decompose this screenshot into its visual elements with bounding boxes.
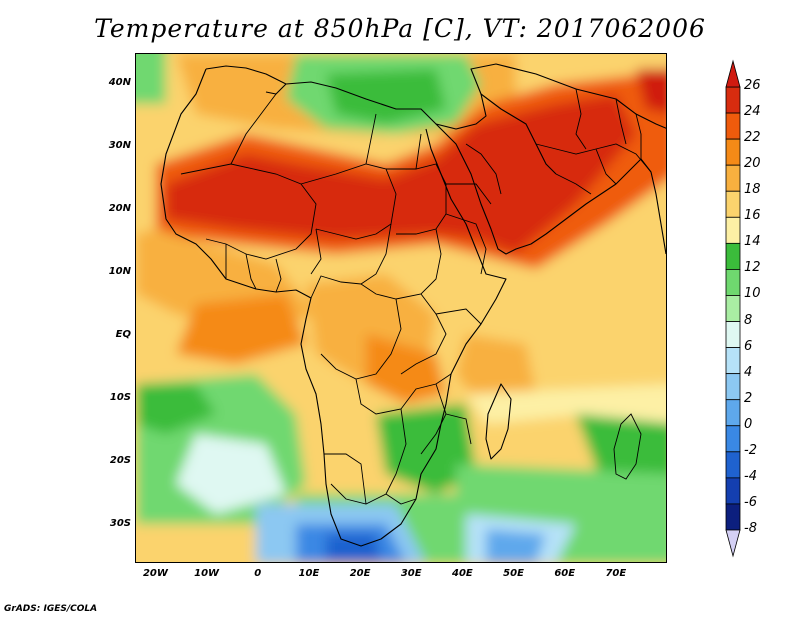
colorbar-label: 0 bbox=[744, 416, 753, 432]
lat-tick-label: 30N bbox=[108, 140, 131, 152]
colorbar-label: -2 bbox=[744, 442, 757, 458]
colorbar-label: 4 bbox=[744, 364, 753, 380]
lon-tick-label: 50E bbox=[503, 568, 524, 579]
temperature-map bbox=[135, 53, 667, 563]
colorbar-label: 12 bbox=[744, 260, 761, 276]
colorbar-swatch bbox=[725, 373, 741, 401]
temperature-field bbox=[136, 54, 666, 562]
colorbar-swatch bbox=[725, 242, 741, 270]
colorbar-label: -8 bbox=[744, 521, 757, 536]
colorbar-swatch bbox=[725, 451, 741, 479]
lon-tick-label: 20E bbox=[349, 568, 371, 579]
lat-tick-label: 30S bbox=[109, 518, 131, 530]
lat-tick-label: 20N bbox=[108, 203, 131, 215]
colorbar-swatch bbox=[725, 190, 741, 218]
grads-credit: GrADS: IGES/COLA bbox=[4, 604, 98, 614]
colorbar-swatch bbox=[725, 269, 741, 296]
colorbar-swatch bbox=[725, 112, 741, 140]
colorbar-label: 24 bbox=[744, 104, 761, 120]
lon-tick-label: 20W bbox=[142, 568, 168, 579]
colorbar-swatch bbox=[725, 86, 741, 114]
colorbar-label: 20 bbox=[744, 156, 761, 172]
colorbar-swatch bbox=[725, 138, 741, 166]
lat-tick-label: 40N bbox=[108, 77, 131, 89]
lat-tick-label: 10S bbox=[109, 392, 131, 404]
colorbar-label: 8 bbox=[744, 312, 753, 328]
colorbar-label: 10 bbox=[744, 286, 761, 302]
colorbar-swatch bbox=[725, 321, 741, 348]
lon-tick-label: 10E bbox=[298, 568, 320, 579]
lat-tick-label: 10N bbox=[108, 266, 131, 278]
colorbar-label: 16 bbox=[744, 208, 761, 224]
colorbar-swatch bbox=[725, 216, 741, 244]
colorbar-label: 18 bbox=[744, 182, 761, 198]
colorbar-over-triangle bbox=[725, 59, 741, 88]
colorbar-under-triangle bbox=[725, 529, 741, 558]
map-title: Temperature at 850hPa [C], VT: 201706200… bbox=[94, 14, 706, 43]
lon-tick-label: 60E bbox=[554, 568, 576, 579]
colorbar-swatch bbox=[725, 477, 741, 505]
colorbar-label: 6 bbox=[744, 338, 753, 354]
colorbar-label: 22 bbox=[744, 130, 761, 146]
colorbar-label: 26 bbox=[744, 78, 761, 93]
lon-tick-label: 40E bbox=[452, 568, 473, 579]
lat-tick-label: EQ bbox=[115, 329, 131, 341]
country-borders bbox=[180, 88, 652, 505]
colorbar-swatch bbox=[725, 399, 741, 427]
coastline bbox=[160, 63, 666, 547]
colorbar-label: 14 bbox=[744, 234, 761, 250]
colorbar-swatch bbox=[725, 164, 741, 192]
colorbar-swatch bbox=[725, 503, 741, 531]
colorbar-swatch bbox=[725, 425, 741, 453]
lon-tick-label: 10W bbox=[194, 568, 220, 579]
madagascar-outline bbox=[613, 413, 642, 480]
colorbar-label: -6 bbox=[744, 494, 757, 510]
colorbar-swatch bbox=[725, 295, 741, 322]
colorbar-swatch bbox=[725, 347, 741, 375]
colorbar-label: -4 bbox=[744, 468, 757, 484]
lon-tick-label: 0 bbox=[254, 568, 262, 579]
lon-tick-label: 70E bbox=[605, 568, 627, 579]
lon-tick-label: 30E bbox=[400, 568, 422, 579]
colorbar-label: 2 bbox=[744, 390, 753, 406]
lat-tick-label: 20S bbox=[109, 455, 131, 467]
